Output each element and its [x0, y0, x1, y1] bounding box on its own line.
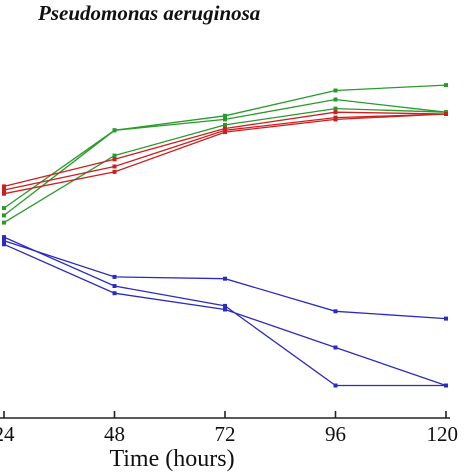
series-7	[2, 238, 448, 321]
chart-title: Pseudomonas aeruginosa	[37, 1, 260, 25]
data-point	[333, 309, 338, 314]
data-point	[333, 97, 338, 102]
data-point	[112, 284, 117, 288]
data-point	[444, 383, 448, 388]
data-point	[2, 242, 6, 247]
x-tick-label: 120	[427, 422, 459, 446]
data-point	[112, 274, 117, 279]
series-layer	[2, 83, 448, 388]
data-point	[223, 117, 227, 122]
x-tick-label: 24	[0, 422, 15, 446]
data-point	[112, 291, 117, 296]
data-point	[223, 307, 227, 312]
data-point	[112, 169, 117, 174]
data-point	[333, 110, 338, 115]
data-point	[333, 106, 338, 111]
data-point	[2, 220, 6, 225]
data-point	[333, 383, 338, 388]
data-point	[444, 112, 448, 116]
data-point	[2, 238, 6, 243]
x-tick-label: 72	[215, 422, 236, 446]
series-line	[3, 243, 447, 387]
data-point	[223, 122, 227, 127]
data-point	[112, 128, 117, 133]
data-point	[2, 191, 6, 196]
data-point	[444, 316, 448, 321]
x-axis-label: Time (hours)	[109, 446, 234, 472]
data-point	[2, 188, 6, 192]
data-point	[2, 213, 6, 218]
data-point	[2, 206, 6, 211]
data-point	[112, 157, 117, 162]
x-tick-label: 96	[325, 422, 346, 446]
data-point	[223, 276, 227, 281]
data-point	[444, 83, 448, 88]
x-tick-label: 48	[104, 422, 125, 446]
data-point	[333, 117, 338, 122]
data-point	[223, 303, 227, 308]
series-6	[2, 112, 448, 196]
data-point	[223, 113, 227, 118]
data-point	[333, 88, 338, 93]
data-point	[2, 184, 6, 189]
data-point	[112, 153, 117, 158]
data-point	[112, 164, 117, 169]
series-line	[3, 84, 447, 209]
data-point	[333, 345, 338, 350]
series-1	[2, 83, 448, 211]
data-point	[223, 130, 227, 135]
series-9	[2, 235, 448, 388]
x-ticks: 24 48 72 96 120	[0, 411, 458, 446]
data-point	[2, 235, 6, 240]
